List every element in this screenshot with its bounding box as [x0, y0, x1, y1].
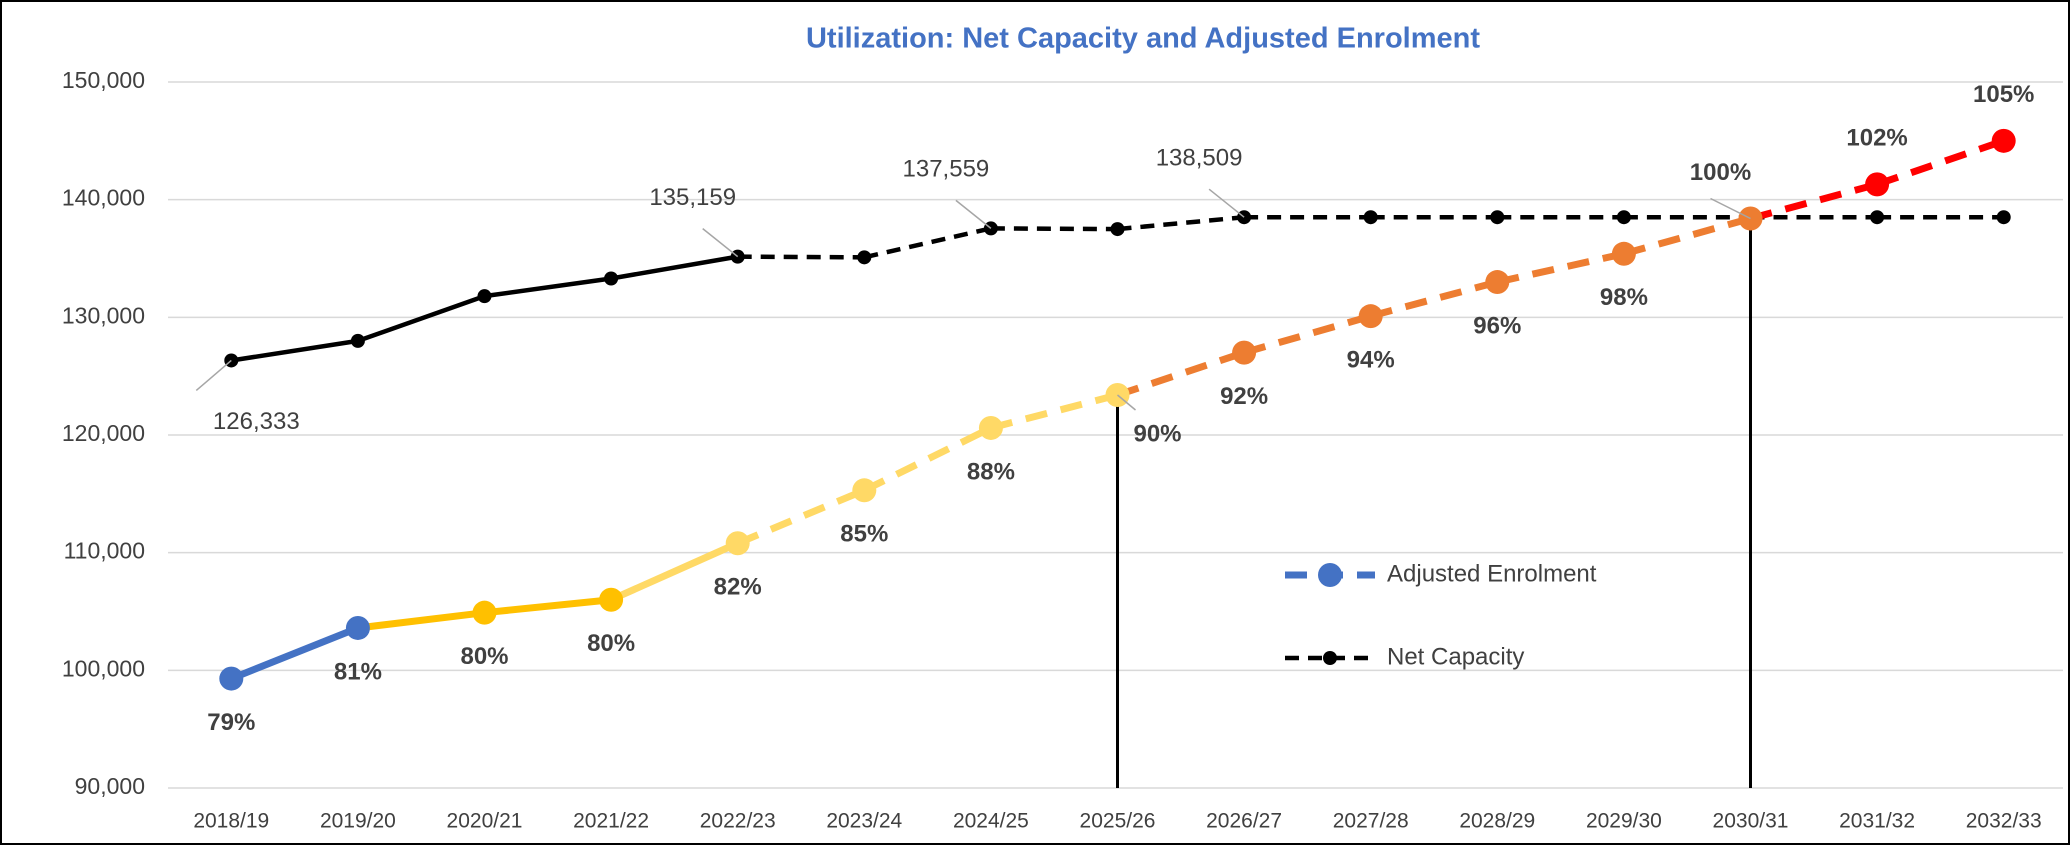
x-tick-label: 2030/31 — [1713, 810, 1789, 833]
enrolment-segment — [1369, 278, 1499, 320]
enrolment-segment — [484, 596, 612, 617]
utilization-label: 81% — [334, 658, 382, 685]
capacity-label: 135,159 — [649, 184, 736, 211]
enrolment-point — [1865, 172, 1890, 197]
y-tick-label: 130,000 — [62, 302, 145, 328]
y-tick-label: 90,000 — [75, 773, 145, 799]
utilization-label: 79% — [207, 709, 255, 736]
capacity-segment — [737, 254, 865, 260]
enrolment-point — [472, 600, 497, 625]
enrolment-segment — [990, 391, 1119, 432]
enrolment-point — [1611, 241, 1636, 266]
enrolment-point — [978, 415, 1003, 440]
utilization-label: 105% — [1973, 81, 2034, 108]
enrolment-point — [1991, 128, 2016, 153]
x-tick-label: 2020/21 — [447, 810, 523, 833]
y-tick-label: 110,000 — [64, 538, 145, 564]
capacity-point — [604, 271, 619, 286]
leader-line — [955, 199, 992, 229]
enrolment-point — [599, 587, 624, 612]
legend-marker — [1318, 563, 1342, 587]
enrolment-segment — [230, 624, 360, 682]
x-tick-label: 2023/24 — [826, 810, 902, 833]
x-tick-label: 2029/30 — [1586, 810, 1662, 833]
enrolment-segment — [1875, 137, 2005, 188]
x-tick-label: 2026/27 — [1206, 810, 1282, 833]
capacity-label: 137,559 — [903, 156, 990, 183]
utilization-label: 85% — [840, 521, 888, 548]
utilization-label: 96% — [1473, 312, 1521, 339]
y-tick-label: 120,000 — [62, 420, 145, 446]
enrolment-segment — [1622, 215, 1752, 258]
utilization-label: 80% — [587, 630, 635, 657]
enrolment-point — [725, 531, 750, 556]
x-tick-label: 2025/26 — [1080, 810, 1156, 833]
x-tick-label: 2022/23 — [700, 810, 776, 833]
x-tick-label: 2032/33 — [1966, 810, 2042, 833]
utilization-label: 80% — [460, 643, 508, 670]
capacity-point — [1996, 210, 2011, 225]
capacity-label: 126,333 — [213, 408, 300, 435]
capacity-segment — [990, 226, 1118, 232]
enrolment-segment — [357, 609, 485, 632]
capacity-point — [1870, 210, 1885, 225]
capacity-point — [857, 250, 872, 265]
utilization-label: 82% — [714, 574, 762, 601]
leader-line — [1710, 197, 1751, 220]
x-tick-label: 2024/25 — [953, 810, 1029, 833]
capacity-point — [1490, 210, 1505, 225]
utilization-label: 98% — [1600, 284, 1648, 311]
utilization-label: 88% — [967, 458, 1015, 485]
enrolment-segment — [1749, 180, 1879, 222]
y-tick-label: 150,000 — [62, 67, 145, 93]
enrolment-segment — [609, 540, 740, 603]
capacity-point — [1363, 210, 1378, 225]
x-tick-label: 2028/29 — [1459, 810, 1535, 833]
enrolment-point — [345, 615, 370, 640]
enrolment-segment — [1243, 312, 1372, 356]
capacity-point — [1110, 222, 1125, 237]
capacity-label: 138,509 — [1156, 145, 1243, 172]
enrolment-segment — [1496, 250, 1625, 286]
enrolment-point — [219, 666, 244, 691]
capacity-segment — [230, 338, 359, 363]
utilization-label: 100% — [1690, 159, 1751, 186]
capacity-point — [1616, 210, 1631, 225]
x-tick-label: 2031/32 — [1839, 810, 1915, 833]
enrolment-point — [1485, 270, 1510, 295]
capacity-segment — [1117, 214, 1245, 232]
utilization-label: 92% — [1220, 383, 1268, 410]
capacity-point — [350, 333, 365, 348]
leader-line — [702, 228, 739, 258]
legend-marker — [1323, 651, 1337, 665]
x-tick-label: 2018/19 — [193, 810, 269, 833]
enrolment-point — [1358, 304, 1383, 329]
capacity-segment — [610, 254, 739, 281]
leader-line — [195, 359, 232, 392]
utilization-label: 102% — [1846, 125, 1907, 152]
enrolment-segment — [862, 424, 993, 494]
enrolment-point — [852, 478, 877, 503]
y-tick-label: 100,000 — [62, 655, 145, 681]
enrolment-segment — [1116, 349, 1246, 399]
chart-title: Utilization: Net Capacity and Adjusted E… — [806, 23, 1480, 55]
capacity-segment — [357, 294, 486, 343]
y-tick-label: 140,000 — [62, 185, 145, 211]
x-tick-label: 2019/20 — [320, 810, 396, 833]
x-tick-label: 2021/22 — [573, 810, 649, 833]
utilization-label: 94% — [1347, 347, 1395, 374]
capacity-point — [477, 289, 492, 304]
leader-line — [1208, 188, 1245, 218]
utilization-label: 90% — [1133, 420, 1181, 447]
leader-line — [1117, 394, 1136, 411]
enrolment-point — [1232, 340, 1257, 365]
capacity-segment — [484, 276, 612, 299]
x-tick-label: 2027/28 — [1333, 810, 1409, 833]
enrolment-segment — [736, 487, 866, 547]
legend-label: Net Capacity — [1387, 643, 1524, 670]
legend-label: Adjusted Enrolment — [1387, 560, 1597, 587]
